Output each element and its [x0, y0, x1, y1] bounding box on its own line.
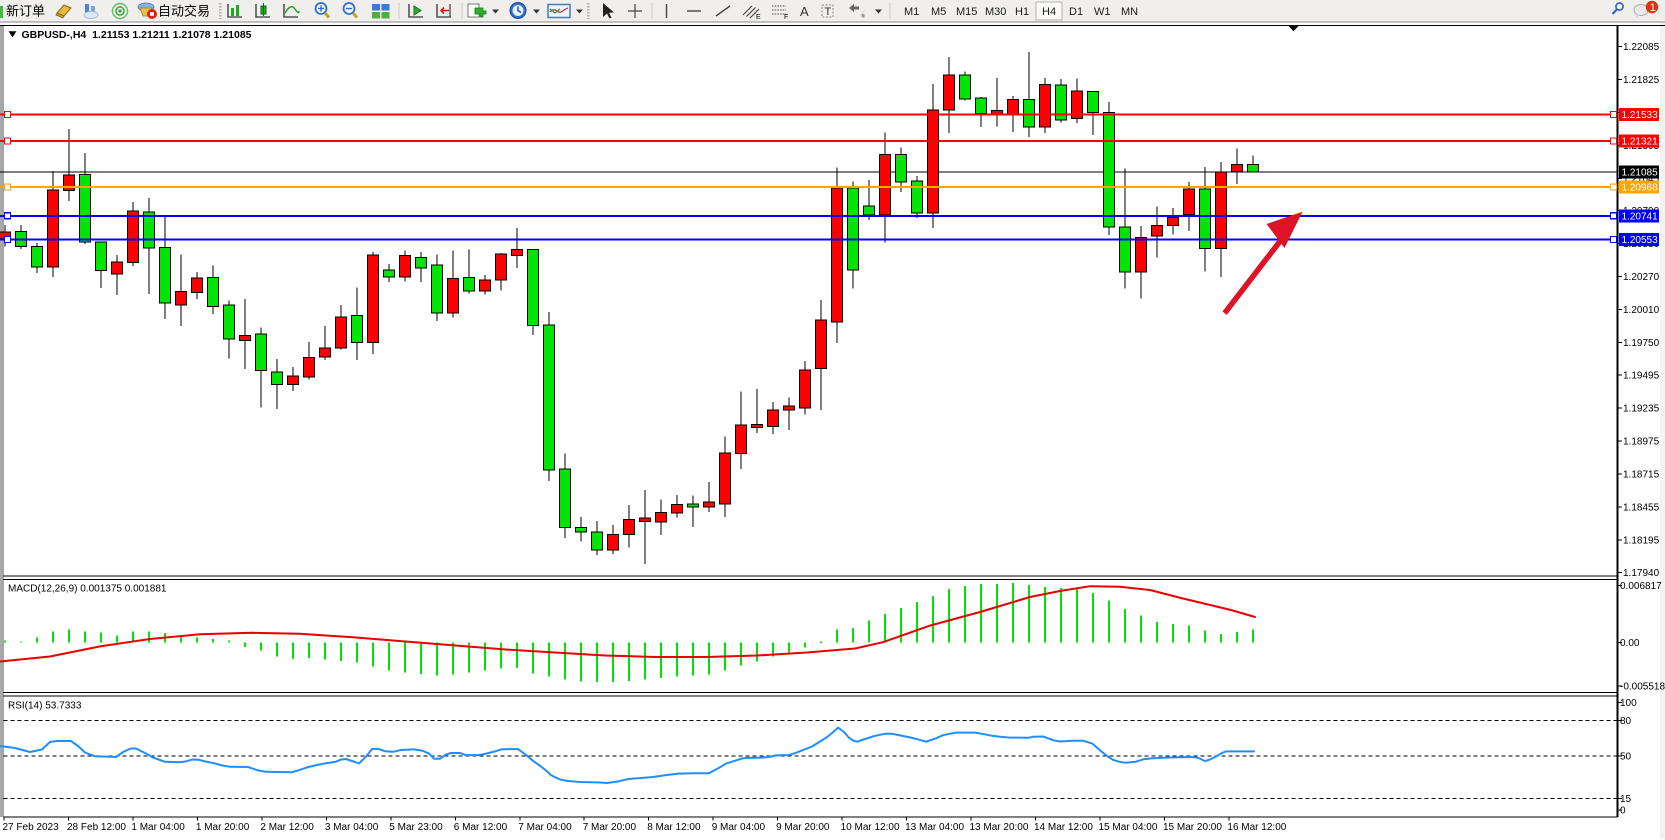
svg-text:16 Mar 12:00: 16 Mar 12:00 — [1227, 822, 1286, 833]
svg-text:27 Feb 2023: 27 Feb 2023 — [3, 822, 60, 833]
svg-text:M5: M5 — [931, 6, 946, 18]
svg-text:H1: H1 — [1015, 6, 1029, 18]
svg-text:1.18975: 1.18975 — [1623, 437, 1660, 448]
svg-text:1.21321: 1.21321 — [1622, 137, 1659, 148]
svg-text:1.17940: 1.17940 — [1623, 568, 1660, 579]
svg-text:9 Mar 04:00: 9 Mar 04:00 — [712, 822, 766, 833]
svg-text:GBPUSD-,H4 1.21153 1.21211 1.: GBPUSD-,H4 1.21153 1.21211 1.21078 1.210… — [22, 29, 252, 41]
svg-text:自动交易: 自动交易 — [158, 4, 210, 19]
svg-text:28 Feb 12:00: 28 Feb 12:00 — [67, 822, 126, 833]
svg-text:1.18715: 1.18715 — [1623, 470, 1660, 481]
svg-text:3 Mar 04:00: 3 Mar 04:00 — [325, 822, 379, 833]
svg-text:8 Mar 12:00: 8 Mar 12:00 — [647, 822, 701, 833]
svg-text:新订单: 新订单 — [6, 4, 45, 19]
svg-text:1.20968: 1.20968 — [1622, 183, 1659, 194]
svg-text:W1: W1 — [1094, 6, 1111, 18]
svg-text:F: F — [784, 14, 788, 21]
svg-text:15 Mar 04:00: 15 Mar 04:00 — [1099, 822, 1158, 833]
svg-text:1.20553: 1.20553 — [1622, 235, 1659, 246]
svg-text:6 Mar 12:00: 6 Mar 12:00 — [454, 822, 508, 833]
svg-text:14 Mar 12:00: 14 Mar 12:00 — [1034, 822, 1093, 833]
svg-text:1.19750: 1.19750 — [1623, 338, 1660, 349]
svg-text:-0.005518: -0.005518 — [1620, 681, 1665, 692]
svg-text:9 Mar 20:00: 9 Mar 20:00 — [776, 822, 830, 833]
svg-text:MN: MN — [1121, 6, 1138, 18]
svg-text:1.20010: 1.20010 — [1623, 305, 1660, 316]
svg-text:7 Mar 20:00: 7 Mar 20:00 — [583, 822, 637, 833]
svg-text:1.19235: 1.19235 — [1623, 404, 1660, 415]
svg-text:T: T — [825, 6, 832, 18]
svg-text:1.20741: 1.20741 — [1622, 211, 1659, 222]
svg-text:1.22085: 1.22085 — [1623, 42, 1660, 53]
svg-text:0: 0 — [1620, 806, 1626, 817]
svg-text:13 Mar 20:00: 13 Mar 20:00 — [970, 822, 1029, 833]
svg-text:1 Mar 04:00: 1 Mar 04:00 — [131, 822, 185, 833]
svg-text:80: 80 — [1620, 716, 1632, 727]
svg-text:100: 100 — [1620, 698, 1637, 709]
svg-text:M15: M15 — [956, 6, 977, 18]
svg-text:13 Mar 04:00: 13 Mar 04:00 — [905, 822, 964, 833]
svg-text:5 Mar 23:00: 5 Mar 23:00 — [389, 822, 443, 833]
svg-text:H4: H4 — [1042, 6, 1056, 18]
svg-text:1.21825: 1.21825 — [1623, 75, 1660, 86]
svg-text:1.21533: 1.21533 — [1622, 110, 1659, 121]
svg-text:2 Mar 12:00: 2 Mar 12:00 — [260, 822, 314, 833]
svg-text:1: 1 — [1650, 2, 1656, 14]
svg-text:15: 15 — [1620, 794, 1632, 805]
svg-text:1.18195: 1.18195 — [1623, 536, 1660, 547]
svg-text:1.18455: 1.18455 — [1623, 503, 1660, 514]
svg-text:M1: M1 — [904, 6, 919, 18]
svg-text:50: 50 — [1620, 751, 1632, 762]
svg-text:10 Mar 12:00: 10 Mar 12:00 — [841, 822, 900, 833]
svg-text:1.19495: 1.19495 — [1623, 371, 1660, 382]
svg-text:RSI(14) 53.7333: RSI(14) 53.7333 — [8, 701, 82, 712]
svg-text:A: A — [800, 4, 809, 19]
svg-text:1.21045: 1.21045 — [1623, 174, 1660, 185]
svg-text:M30: M30 — [985, 6, 1006, 18]
svg-text:MACD(12,26,9) 0.001375 0.00188: MACD(12,26,9) 0.001375 0.001881 — [8, 584, 167, 595]
svg-text:E: E — [756, 14, 761, 21]
svg-text:0.00: 0.00 — [1620, 638, 1640, 649]
svg-text:7 Mar 04:00: 7 Mar 04:00 — [518, 822, 572, 833]
svg-text:1.20270: 1.20270 — [1623, 272, 1660, 283]
svg-text:D1: D1 — [1069, 6, 1083, 18]
svg-text:1 Mar 20:00: 1 Mar 20:00 — [196, 822, 250, 833]
svg-text:15 Mar 20:00: 15 Mar 20:00 — [1163, 822, 1222, 833]
svg-text:1.21085: 1.21085 — [1622, 168, 1659, 179]
svg-text:0.006817: 0.006817 — [1620, 581, 1662, 592]
